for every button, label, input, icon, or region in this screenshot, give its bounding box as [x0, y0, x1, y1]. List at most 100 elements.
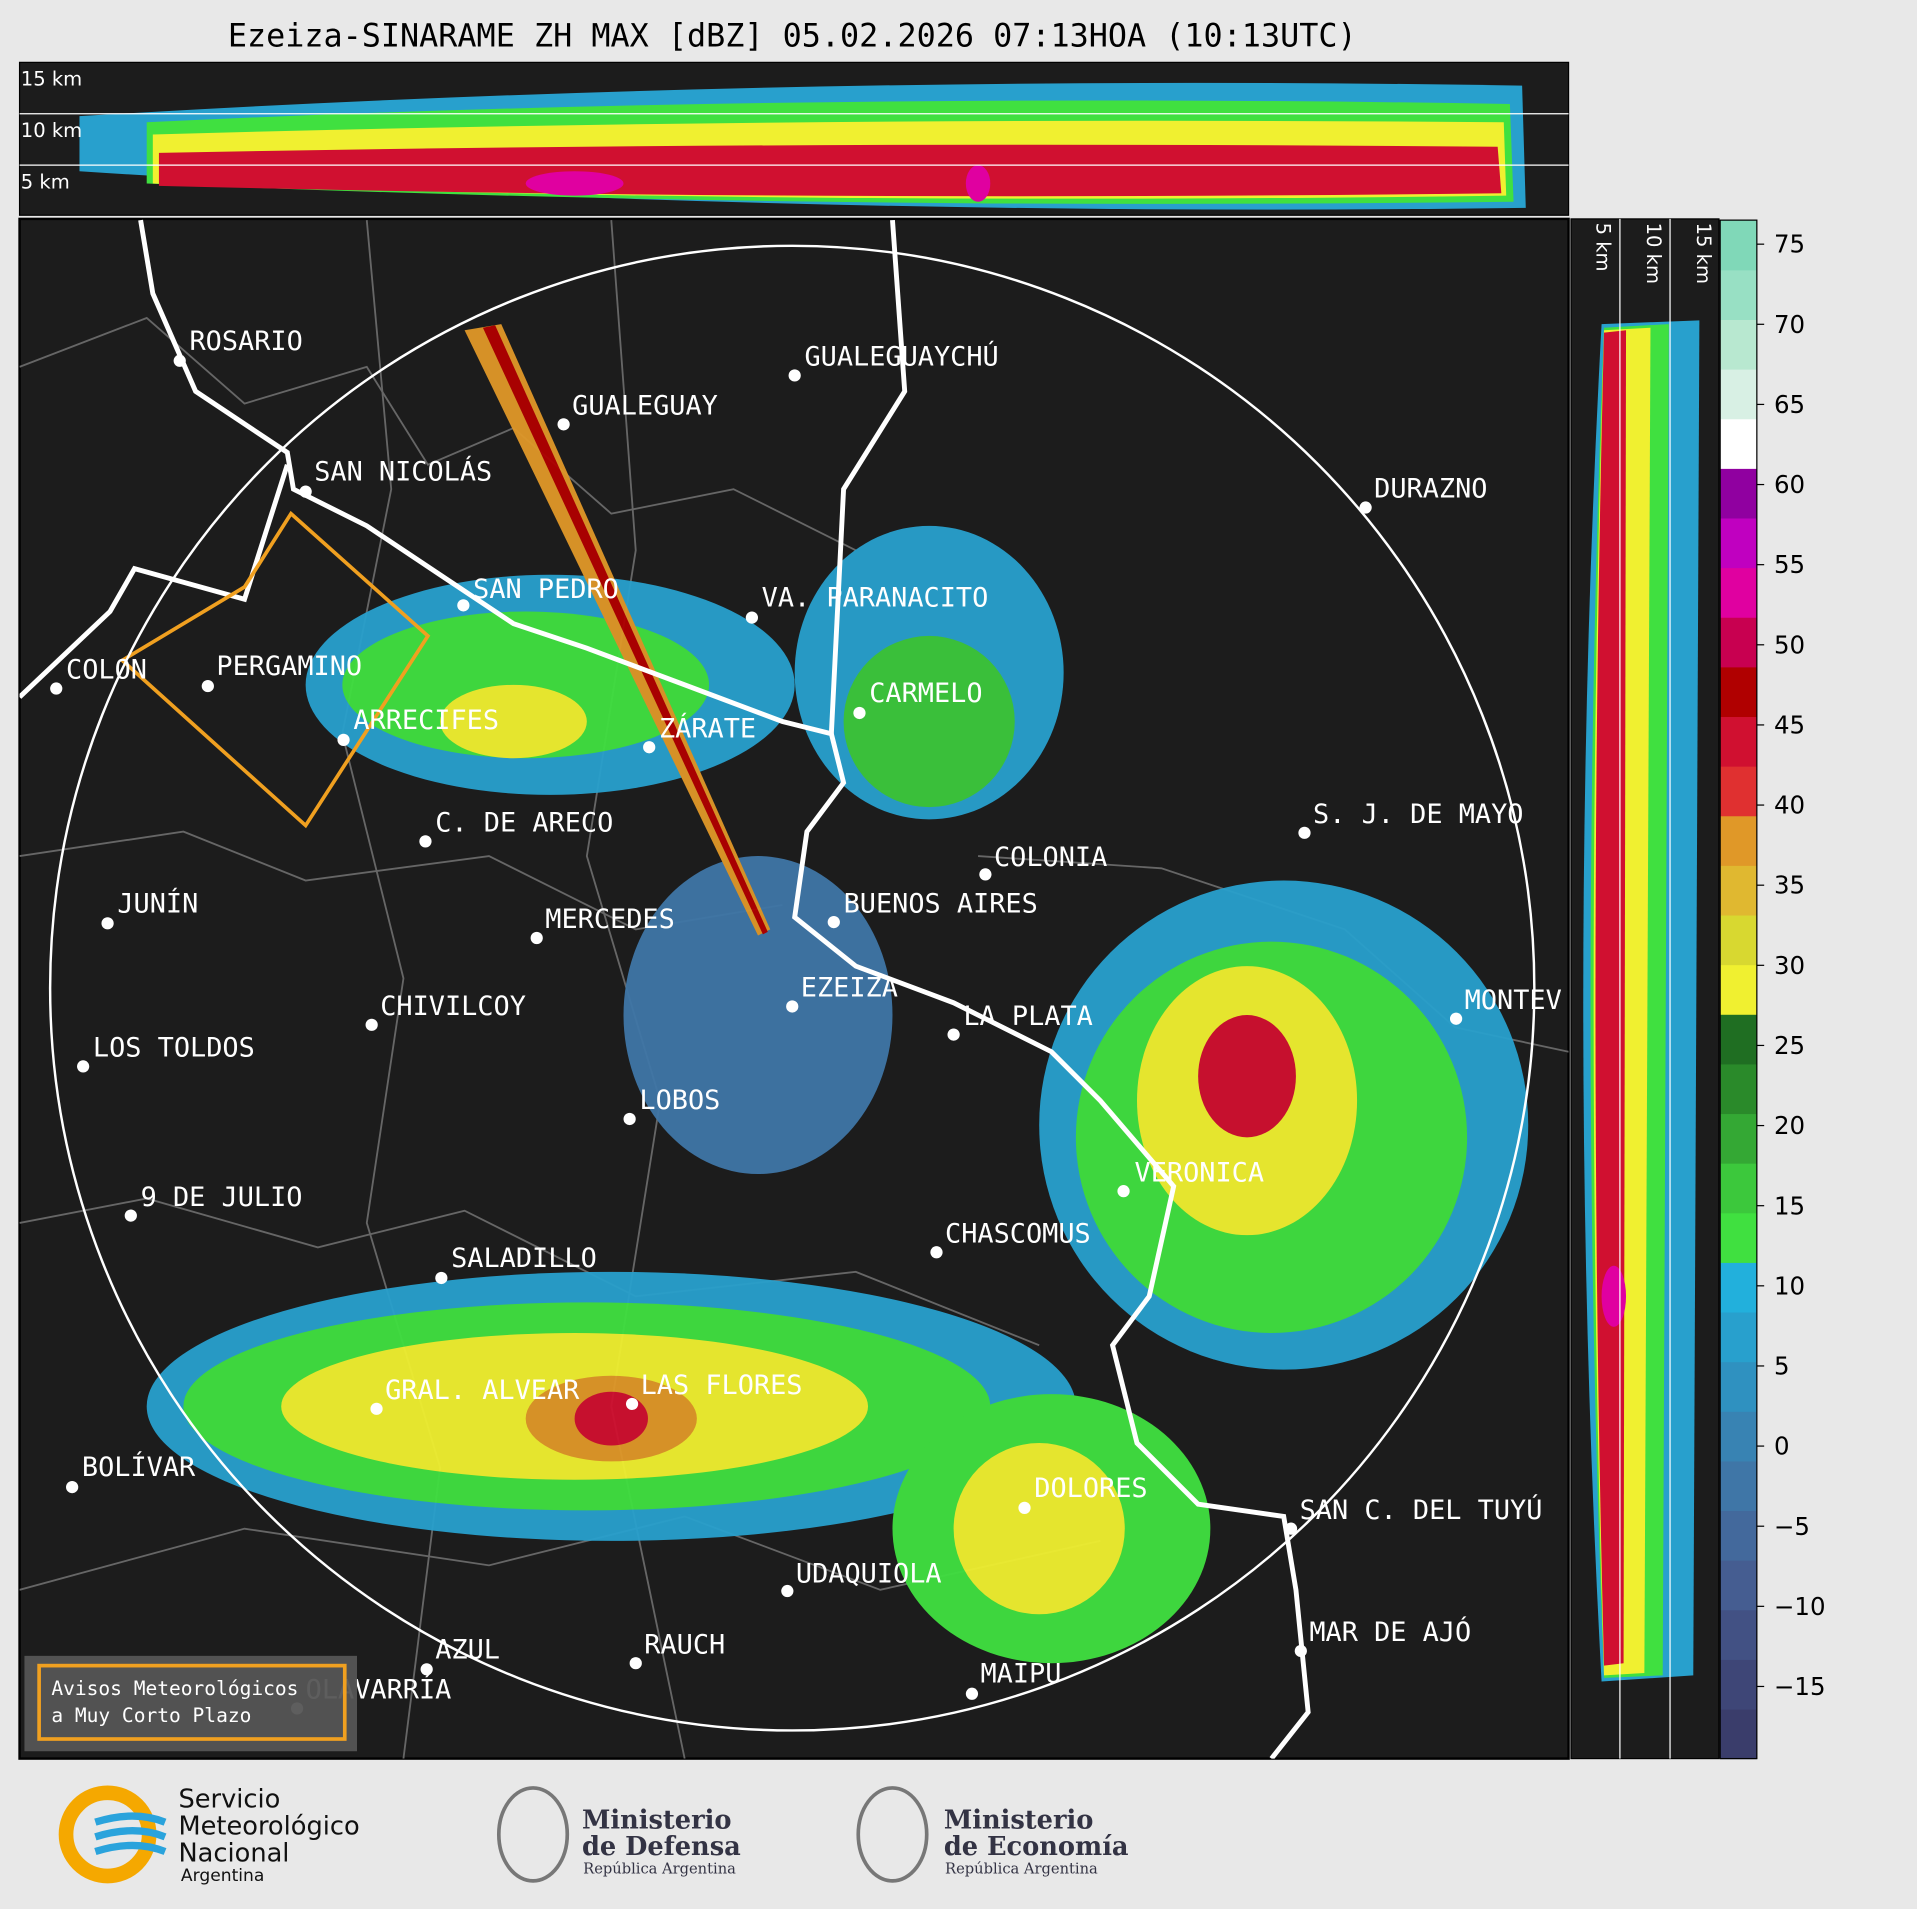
colorbar-band [1720, 1460, 1757, 1512]
logo-text: Ministerio [944, 1805, 1094, 1835]
colorbar-tick-label: 5 [1774, 1352, 1790, 1381]
city-label: DURAZNO [1374, 474, 1487, 505]
colorbar-band [1720, 716, 1757, 767]
colorbar-band [1720, 220, 1757, 271]
city-label: COLONIA [994, 842, 1107, 873]
city-label: PERGAMINO [216, 651, 362, 682]
colorbar-frame [1719, 219, 1758, 1760]
city-label: COLON [66, 655, 147, 686]
colorbar-band [1720, 1411, 1757, 1462]
colorbar-band [1720, 1113, 1757, 1164]
warning-text: Avisos Meteorológicos [51, 1677, 298, 1700]
colorbar-band [1720, 369, 1757, 420]
city-label: LAS FLORES [641, 1370, 803, 1401]
city-label: 9 DE JULIO [141, 1182, 303, 1213]
height-label: 15 km [21, 68, 82, 91]
logo-text: Argentina [181, 1866, 264, 1886]
city-label: GUALEGUAYCHÚ [804, 341, 998, 373]
colorbar-tick-label: 20 [1774, 1111, 1805, 1140]
height-label: 10 km [21, 119, 82, 142]
city-label: ROSARIO [189, 326, 302, 357]
city-label: AZUL [435, 1634, 500, 1665]
city-label: GRAL. ALVEAR [385, 1375, 580, 1406]
colorbar-band [1720, 1510, 1757, 1561]
colorbar-tick-label: 45 [1774, 710, 1805, 739]
colorbar-tick-label: 30 [1774, 951, 1805, 980]
colorbar-tick-label: 65 [1774, 390, 1805, 419]
city-label: CHASCOMUS [945, 1218, 1091, 1249]
colorbar-band [1720, 815, 1757, 866]
range-ring [48, 244, 1536, 1732]
colorbar-tick-label: 60 [1774, 470, 1805, 499]
city-label: JUNÍN [117, 887, 198, 919]
height-label: 15 km [1692, 223, 1715, 284]
logo-text: de Defensa [582, 1832, 741, 1862]
city-label: BOLÍVAR [82, 1451, 196, 1483]
colorbar-tick-label: 40 [1774, 791, 1805, 820]
warning-text: a Muy Corto Plazo [51, 1704, 251, 1727]
top-echo [79, 82, 1526, 210]
warning-box[interactable] [37, 1663, 347, 1741]
city-label: S. J. DE MAYO [1313, 799, 1523, 830]
colorbar-band [1720, 1560, 1757, 1611]
radar-echo [146, 324, 1529, 1664]
colorbar-band [1720, 319, 1757, 370]
city-label: UDAQUIOLA [796, 1558, 942, 1589]
city-label: EZEIZA [801, 973, 898, 1004]
logo-text: de Economía [944, 1832, 1129, 1862]
city-label: SAN NICOLÁS [314, 456, 492, 488]
height-label: 5 km [21, 170, 70, 193]
city-label: RAUCH [644, 1629, 725, 1660]
colorbar-band [1720, 666, 1757, 718]
colorbar-band [1720, 1163, 1757, 1214]
map-content: ROSARIO GUALEGUAYCHÚ GUALEGUAY SAN NICOL… [19, 219, 1569, 1759]
logos: Servicio Meteorológico Nacional Argentin… [58, 1784, 1129, 1886]
colorbar-tick-label: 35 [1774, 871, 1805, 900]
city-label: SALADILLO [451, 1243, 597, 1274]
city-label: VERONICA [1135, 1157, 1265, 1188]
city-label: GUALEGUAY [572, 391, 718, 422]
height-label: 5 km [1592, 223, 1615, 272]
city-label: CARMELO [869, 678, 982, 709]
colorbar-tick-label: 55 [1774, 550, 1805, 579]
colorbar: −15 −10 −5 0 5 10 15 20 25 30 35 40 45 50 55 60 65 70 75 [1719, 219, 1826, 1760]
city-label: VA. PARANACITO [762, 583, 989, 614]
city-label: MAR DE AJÓ [1309, 1616, 1471, 1648]
height-label: 10 km [1642, 223, 1665, 284]
title: Ezeiza-SINARAME ZH MAX [dBZ] 05.02.2026 … [228, 17, 1357, 54]
city-label: BUENOS AIRES [844, 888, 1038, 919]
colorbar-band [1720, 1212, 1757, 1263]
city-label: MERCEDES [545, 904, 675, 935]
city-dots [50, 354, 1463, 1715]
colorbar-band [1720, 617, 1757, 668]
city-label: SAN C. DEL TUYÚ [1300, 1494, 1543, 1526]
colorbar-band [1720, 269, 1757, 320]
colorbar-tick-label: 50 [1774, 630, 1805, 659]
logo-text: República Argentina [945, 1861, 1098, 1878]
city-label: C. DE ARECO [435, 808, 613, 839]
colorbar-tick-label: 10 [1774, 1271, 1805, 1300]
colorbar-band [1720, 914, 1757, 966]
colorbar-tick-label: −15 [1774, 1672, 1826, 1701]
warning-panel [24, 1655, 357, 1752]
colorbar-tick-label: 70 [1774, 310, 1805, 339]
colorbar-band [1720, 1609, 1757, 1660]
colorbar-band [1720, 1063, 1757, 1115]
colorbar-band [1720, 517, 1757, 569]
colorbar-tick-label: 0 [1774, 1432, 1790, 1461]
colorbar-band [1720, 567, 1757, 618]
logo-text: Nacional [178, 1838, 289, 1868]
colorbar-tick-label: 25 [1774, 1031, 1805, 1060]
city-label: LOS TOLDOS [93, 1033, 255, 1064]
city-label: ARRECIFES [353, 705, 499, 736]
colorbar-band [1720, 1262, 1757, 1313]
city-label: DOLORES [1034, 1473, 1147, 1504]
colorbar-tick-label: −10 [1774, 1592, 1826, 1621]
colorbar-band [1720, 766, 1757, 817]
city-label: ZÁRATE [659, 712, 756, 744]
city-label: MAIPU [981, 1659, 1062, 1690]
logo-text: Servicio [178, 1784, 280, 1814]
city-label: MONTEV [1465, 985, 1562, 1016]
city-label: CHIVILCOY [380, 991, 526, 1022]
colorbar-band [1720, 468, 1757, 519]
